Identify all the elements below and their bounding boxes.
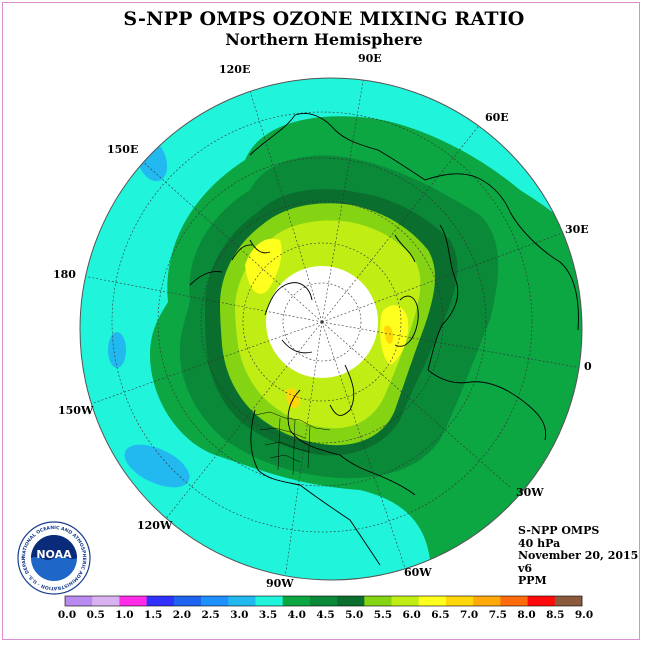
- graticule: [80, 78, 582, 579]
- longitude-label: 150W: [58, 404, 94, 417]
- longitude-label: 60E: [485, 111, 509, 124]
- colorbar-tick-label: 6.5: [431, 609, 450, 621]
- high-ozone-patch: [245, 238, 282, 294]
- longitude-label: 30W: [516, 486, 544, 499]
- instrument-name: S-NPP OMPS: [518, 524, 600, 537]
- longitude-label: 120W: [137, 519, 173, 532]
- info-block: S-NPP OMPS 40 hPa November 20, 2015 v6 P…: [518, 524, 639, 588]
- ozone-field: [80, 78, 582, 580]
- colorbar-tick-label: 4.5: [316, 609, 335, 621]
- map-boundary: [79, 77, 583, 581]
- colorbar-tick-label: 8.0: [517, 609, 536, 621]
- colorbar-tick-label: 3.0: [230, 609, 249, 621]
- noaa-logo: NATIONAL OCEANIC AND ATMOSPHERIC ADMINIS…: [16, 520, 91, 595]
- longitude-label: 90W: [266, 577, 294, 590]
- map-title: S-NPP OMPS OZONE MIXING RATIO: [123, 8, 525, 30]
- colorbar-tick-label: 5.0: [345, 609, 364, 621]
- low-ozone-patch: [108, 332, 126, 368]
- colorbar-tick-label: 7.0: [459, 609, 479, 621]
- high-ozone-patch: [384, 325, 394, 344]
- longitude-label: 180: [53, 268, 76, 281]
- colorbar-tick-label: 0.0: [57, 609, 77, 621]
- colorbar-tick-label: 3.5: [258, 609, 278, 621]
- longitude-label: 60W: [404, 566, 432, 579]
- colorbar-tick-label: 8.5: [546, 609, 565, 621]
- colorbar-tick-label: 4.0: [287, 609, 306, 621]
- figure-frame: [2, 2, 640, 640]
- units-label: PPM: [518, 574, 547, 588]
- longitude-label: 30E: [565, 223, 589, 236]
- logo-text: NOAA: [36, 548, 72, 561]
- colorbar-tick-label: 2.5: [201, 609, 220, 621]
- colorbar-tick-label: 6.0: [402, 609, 421, 621]
- political-borders: [254, 411, 331, 476]
- colorbar-tick-label: 5.5: [373, 609, 393, 621]
- colorbar-tick-label: 2.0: [172, 609, 192, 621]
- colorbar-tick-label: 1.5: [144, 609, 163, 621]
- longitude-label: 150E: [107, 143, 139, 156]
- colorbar-tick-label: 1.0: [115, 609, 134, 621]
- colorbar-tick-label: 0.5: [86, 609, 105, 621]
- low-ozone-patch: [124, 444, 190, 488]
- longitude-label: 0: [584, 360, 592, 373]
- longitude-label: 90E: [358, 52, 382, 65]
- date-label: November 20, 2015: [518, 549, 639, 563]
- map-subtitle: Northern Hemisphere: [225, 30, 423, 49]
- version-label: v6: [518, 561, 533, 575]
- longitude-label: 120E: [219, 63, 251, 76]
- colorbar-tick-label: 7.5: [488, 609, 507, 621]
- coastlines: [189, 113, 579, 566]
- pressure-level: 40 hPa: [518, 536, 561, 550]
- colorbar-tick-label: 9.0: [574, 609, 594, 621]
